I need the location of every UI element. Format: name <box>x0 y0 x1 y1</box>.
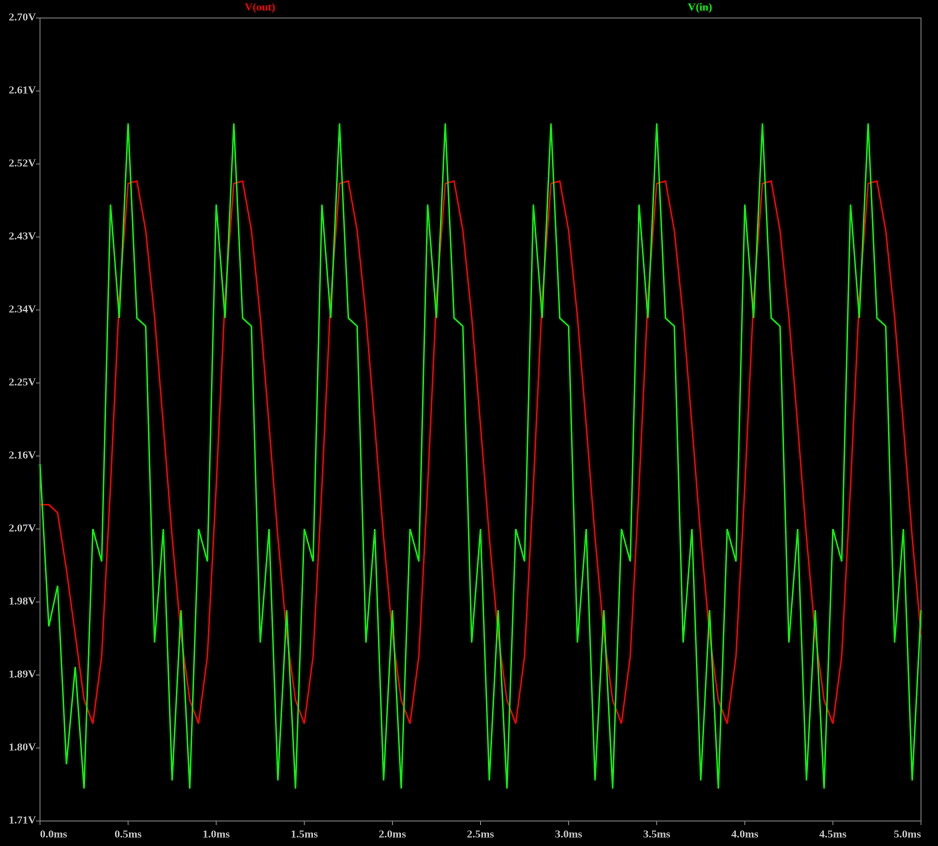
y-tick-label: 2.07V <box>9 523 36 535</box>
x-tick-label: 1.5ms <box>291 829 319 841</box>
y-tick-label: 2.52V <box>9 158 36 170</box>
x-tick-label: 1.0ms <box>203 829 231 841</box>
y-tick-label: 1.89V <box>9 669 36 681</box>
series-line <box>40 180 922 724</box>
y-tick-label: 1.80V <box>9 742 36 754</box>
y-tick-label: 2.16V <box>9 450 36 462</box>
legend-label: V(in) <box>688 2 713 14</box>
y-tick-label: 2.43V <box>9 231 36 243</box>
y-tick-label: 2.61V <box>9 85 36 97</box>
x-tick-label: 4.5ms <box>819 829 847 841</box>
y-tick-label: 2.34V <box>9 304 36 316</box>
x-tick-label: 5.0ms <box>894 829 922 841</box>
y-tick-label: 1.71V <box>9 815 36 827</box>
x-tick-label: 3.5ms <box>643 829 671 841</box>
x-tick-label: 4.0ms <box>731 829 759 841</box>
y-tick-label: 1.98V <box>9 596 36 608</box>
series-line <box>39 123 922 789</box>
legend-label: V(out) <box>245 2 276 14</box>
y-tick-label: 2.70V <box>9 12 36 24</box>
x-tick-label: 2.5ms <box>467 829 495 841</box>
y-tick-label: 2.25V <box>9 377 36 389</box>
x-tick-label: 2.0ms <box>379 829 407 841</box>
x-tick-label: 3.0ms <box>555 829 583 841</box>
x-tick-label: 0.5ms <box>114 829 142 841</box>
x-tick-label: 0.0ms <box>40 829 68 841</box>
